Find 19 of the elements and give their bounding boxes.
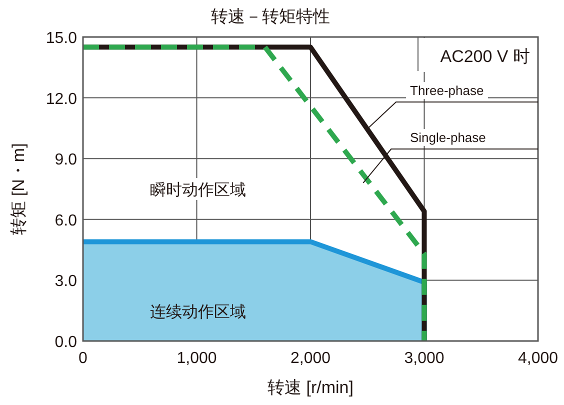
y-tick-label: 15.0: [46, 30, 78, 47]
text: Single-phase: [410, 130, 486, 145]
y-tick-label: 6.0: [54, 212, 78, 230]
y-tick-label: 3.0: [54, 273, 78, 290]
annotation: AC200 V 时: [440, 47, 530, 66]
x-tick-label: 1,000: [176, 350, 217, 367]
x-axis-title: 转速 [r/min]: [268, 378, 354, 397]
text: Three-phase: [410, 83, 484, 98]
y-tick-label: 9.0: [54, 152, 78, 169]
y-tick-label: 0.0: [54, 334, 78, 351]
x-tick-label: 3,000: [404, 350, 444, 367]
y-axis-title: 转矩 [N・m]: [9, 143, 28, 235]
y-tick-label: 12.0: [46, 90, 78, 108]
chart-title: 转速－转矩特性: [211, 7, 330, 26]
annotation: 瞬时动作区域: [150, 181, 246, 199]
x-tick-label: 2,000: [290, 350, 331, 367]
x-tick-label: 4,000: [518, 350, 558, 367]
annotation: 连续动作区域: [150, 303, 246, 321]
x-tick-label: 0: [78, 350, 88, 367]
